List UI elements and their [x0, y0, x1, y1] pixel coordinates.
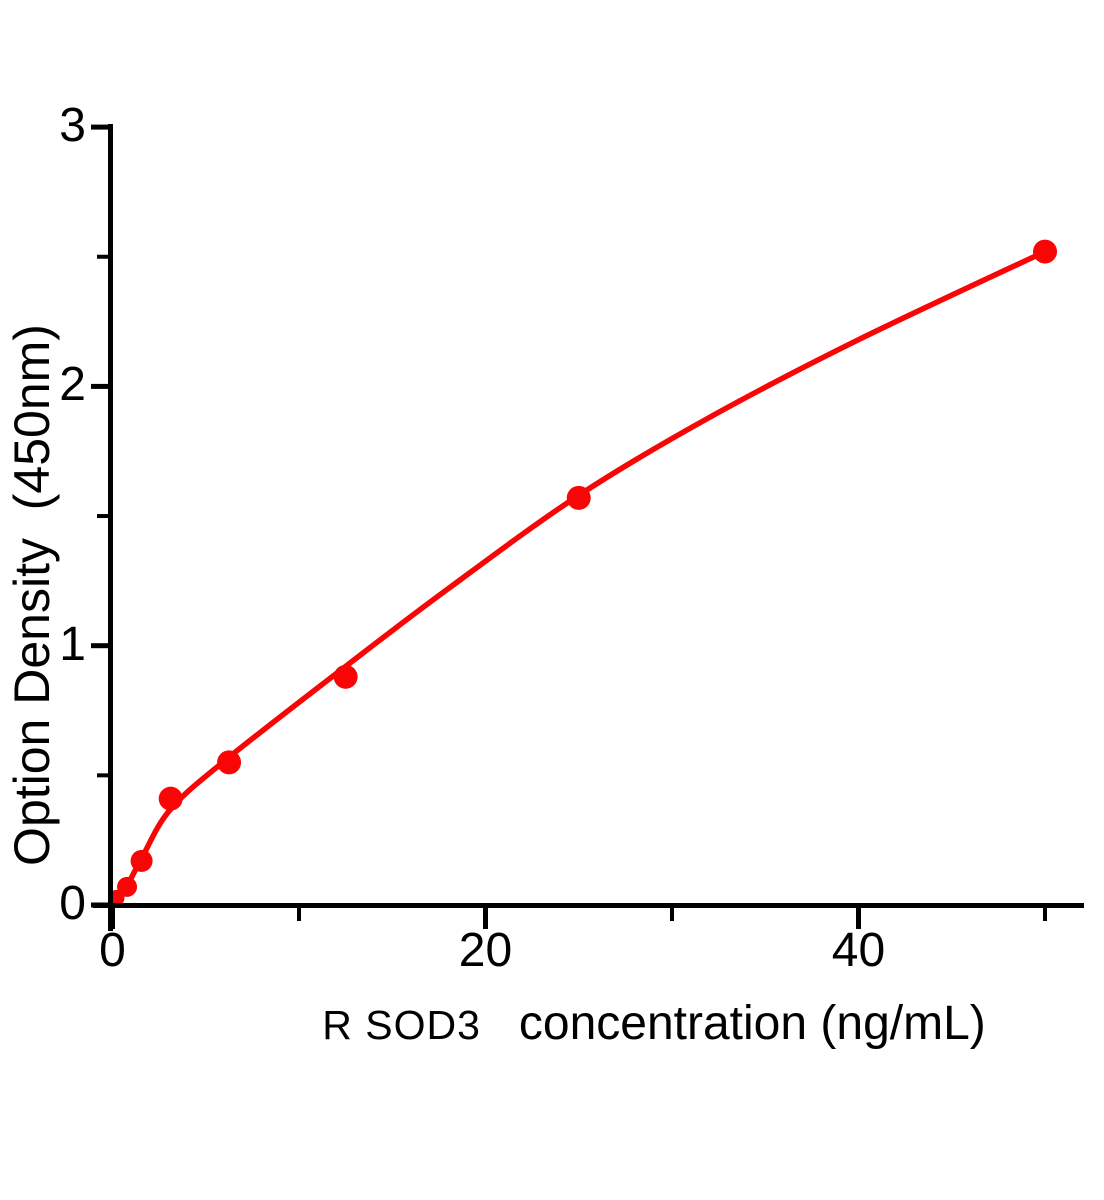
data-point	[333, 664, 358, 689]
data-point	[217, 750, 242, 775]
x-axis-title-main: concentration (ng/mL)	[518, 997, 986, 1050]
data-point	[117, 876, 138, 897]
y-axis-line	[108, 124, 113, 931]
x-minor-tick	[1043, 903, 1047, 921]
data-point	[158, 786, 183, 811]
x-tick-label: 20	[458, 924, 513, 977]
y-tick-label: 3	[59, 99, 86, 153]
y-tick-label: 0	[59, 877, 86, 930]
x-major-tick	[483, 903, 488, 929]
x-tick-label: 0	[99, 924, 126, 977]
y-minor-tick	[97, 773, 110, 778]
x-axis-line	[93, 903, 1084, 908]
x-axis-title-prefix: R SOD3	[322, 1002, 481, 1048]
y-minor-tick	[97, 254, 110, 259]
y-major-tick	[91, 383, 110, 389]
y-major-tick	[91, 643, 110, 649]
x-major-tick	[856, 903, 861, 929]
data-point	[566, 485, 591, 510]
x-axis-title: R SOD3 concentration (ng/mL)	[322, 996, 986, 1051]
standard-curve-line	[109, 248, 1048, 908]
x-major-tick	[110, 903, 115, 929]
data-point	[1033, 239, 1057, 264]
y-tick-label: 2	[59, 358, 86, 412]
y-axis-title: Option Density (450nm)	[4, 324, 60, 866]
x-tick-label: 40	[831, 924, 886, 977]
data-point	[130, 849, 153, 872]
y-major-tick	[91, 902, 110, 908]
y-major-tick	[91, 124, 110, 130]
y-tick-label: 1	[59, 617, 86, 671]
x-minor-tick	[297, 903, 301, 921]
x-minor-tick	[670, 903, 674, 921]
y-minor-tick	[97, 514, 110, 519]
